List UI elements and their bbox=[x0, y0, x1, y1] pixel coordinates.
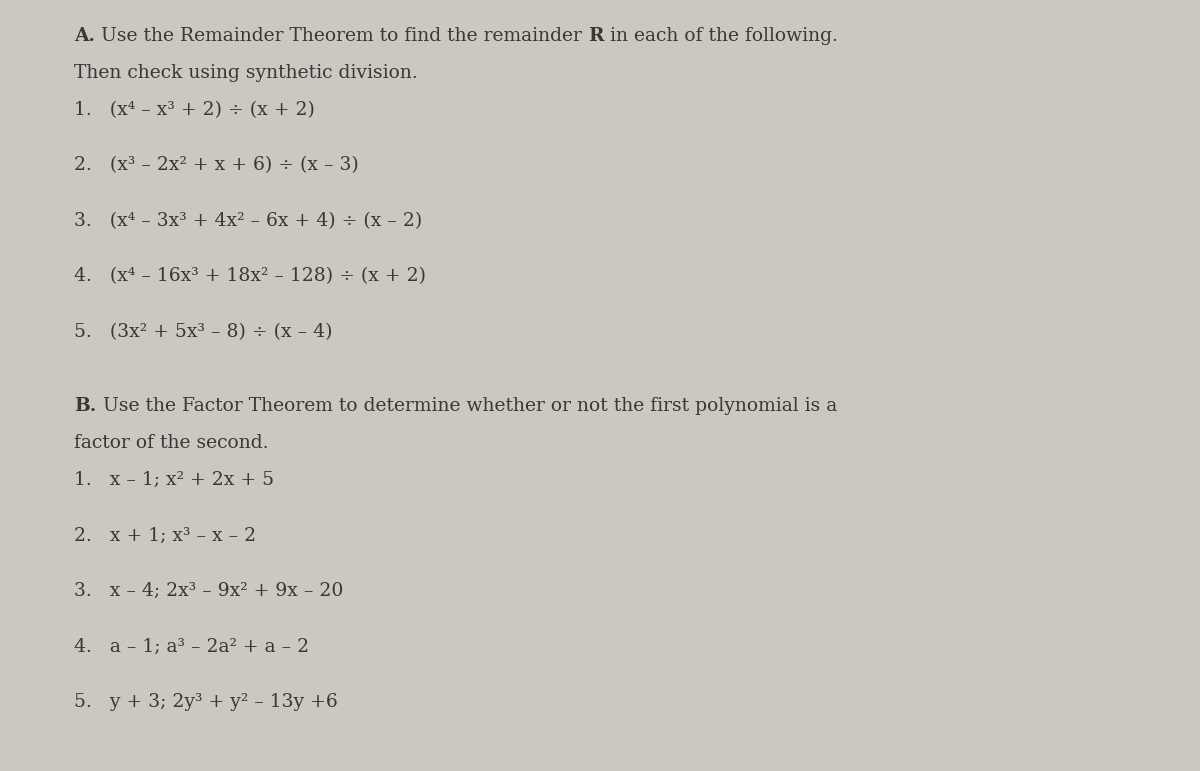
Text: 1.   x – 1; x² + 2x + 5: 1. x – 1; x² + 2x + 5 bbox=[74, 471, 275, 489]
Text: 1.   (x⁴ – x³ + 2) ÷ (x + 2): 1. (x⁴ – x³ + 2) ÷ (x + 2) bbox=[74, 101, 316, 119]
Text: R: R bbox=[588, 27, 604, 45]
Text: 2.   x + 1; x³ – x – 2: 2. x + 1; x³ – x – 2 bbox=[74, 527, 257, 544]
Text: Use the Remainder Theorem to find the remainder: Use the Remainder Theorem to find the re… bbox=[96, 27, 588, 45]
Text: 5.   (3x² + 5x³ – 8) ÷ (x – 4): 5. (3x² + 5x³ – 8) ÷ (x – 4) bbox=[74, 323, 332, 341]
Text: A.: A. bbox=[74, 27, 96, 45]
Text: 4.   (x⁴ – 16x³ + 18x² – 128) ÷ (x + 2): 4. (x⁴ – 16x³ + 18x² – 128) ÷ (x + 2) bbox=[74, 268, 426, 285]
Text: Then check using synthetic division.: Then check using synthetic division. bbox=[74, 64, 418, 82]
Text: B.: B. bbox=[74, 397, 97, 415]
Text: 3.   x – 4; 2x³ – 9x² + 9x – 20: 3. x – 4; 2x³ – 9x² + 9x – 20 bbox=[74, 582, 343, 600]
Text: factor of the second.: factor of the second. bbox=[74, 434, 269, 452]
Text: 4.   a – 1; a³ – 2a² + a – 2: 4. a – 1; a³ – 2a² + a – 2 bbox=[74, 638, 310, 655]
Text: Use the Factor Theorem to determine whether or not the first polynomial is a: Use the Factor Theorem to determine whet… bbox=[97, 397, 836, 415]
Text: in each of the following.: in each of the following. bbox=[604, 27, 838, 45]
Text: 2.   (x³ – 2x² + x + 6) ÷ (x – 3): 2. (x³ – 2x² + x + 6) ÷ (x – 3) bbox=[74, 157, 359, 174]
Text: 3.   (x⁴ – 3x³ + 4x² – 6x + 4) ÷ (x – 2): 3. (x⁴ – 3x³ + 4x² – 6x + 4) ÷ (x – 2) bbox=[74, 212, 422, 230]
Text: 5.   y + 3; 2y³ + y² – 13y +6: 5. y + 3; 2y³ + y² – 13y +6 bbox=[74, 693, 338, 711]
